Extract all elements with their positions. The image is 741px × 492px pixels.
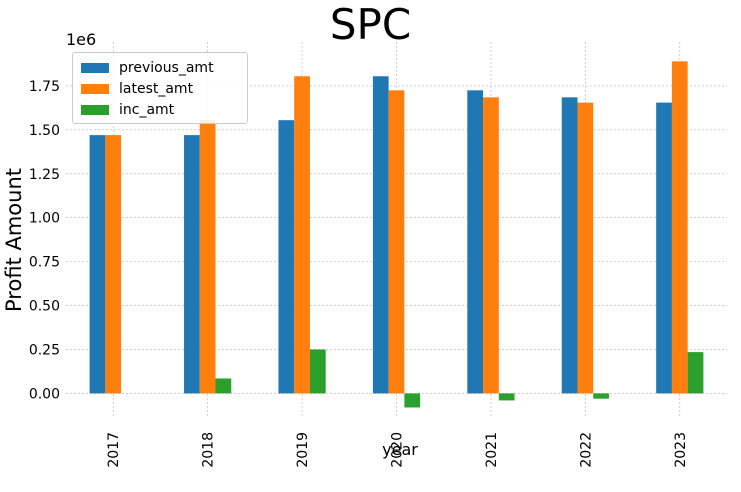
legend-swatch-inc-amt [81, 105, 109, 115]
x-tick-label: 2019 [295, 432, 311, 468]
x-tick-label: 2020 [390, 432, 406, 468]
legend-item-inc-amt: inc_amt [81, 100, 174, 120]
y-tick-label: 1.00 [29, 211, 60, 227]
legend-label-latest-amt: latest_amt [119, 81, 194, 97]
x-tick-label: 2023 [673, 432, 689, 468]
legend: previous_amt latest_amt inc_amt [72, 52, 248, 124]
bar-latest-amt [294, 76, 310, 394]
x-tick-label: 2021 [484, 432, 500, 468]
bar-inc-amt [687, 352, 704, 394]
bar-inc-amt [215, 378, 232, 394]
bar-inc-amt [593, 393, 609, 399]
legend-label-previous-amt: previous_amt [119, 60, 214, 76]
bar-latest-amt [105, 135, 122, 394]
y-axis-label: Profit Amount [2, 168, 26, 312]
legend-label-inc-amt: inc_amt [119, 102, 175, 118]
bar-latest-amt [671, 61, 688, 394]
bar-previous-amt [184, 135, 200, 394]
y-axis-offset-label: 1e6 [66, 30, 97, 49]
bar-previous-amt [561, 97, 578, 394]
legend-item-previous-amt: previous_amt [81, 58, 214, 78]
bar-previous-amt [467, 90, 484, 394]
y-tick-label: 0.00 [29, 386, 60, 402]
y-tick-label: 1.75 [29, 79, 60, 95]
y-tick-label: 0.25 [29, 342, 60, 358]
legend-swatch-latest-amt [81, 84, 109, 94]
bar-latest-amt [577, 102, 594, 394]
bar-inc-amt [404, 393, 421, 408]
bar-previous-amt [89, 135, 106, 394]
bar-latest-amt [199, 120, 216, 394]
chart-title: SPC [329, 0, 412, 49]
bar-previous-amt [656, 102, 672, 394]
bar-previous-amt [372, 76, 389, 394]
y-tick-label: 0.75 [29, 255, 60, 271]
bar-previous-amt [278, 120, 295, 394]
x-tick-label: 2018 [201, 432, 217, 468]
y-tick-label: 0.50 [29, 299, 60, 315]
bar-inc-amt [498, 393, 515, 401]
x-tick-label: 2022 [578, 432, 594, 468]
legend-item-latest-amt: latest_amt [81, 79, 193, 99]
y-tick-label: 1.25 [29, 167, 60, 183]
bar-latest-amt [388, 90, 405, 394]
y-tick-label: 1.50 [29, 123, 60, 139]
x-tick-label: 2017 [106, 432, 122, 468]
bar-latest-amt [483, 97, 499, 394]
x-axis-label: year [382, 440, 418, 459]
legend-swatch-previous-amt [81, 63, 109, 73]
bar-inc-amt [309, 349, 326, 394]
